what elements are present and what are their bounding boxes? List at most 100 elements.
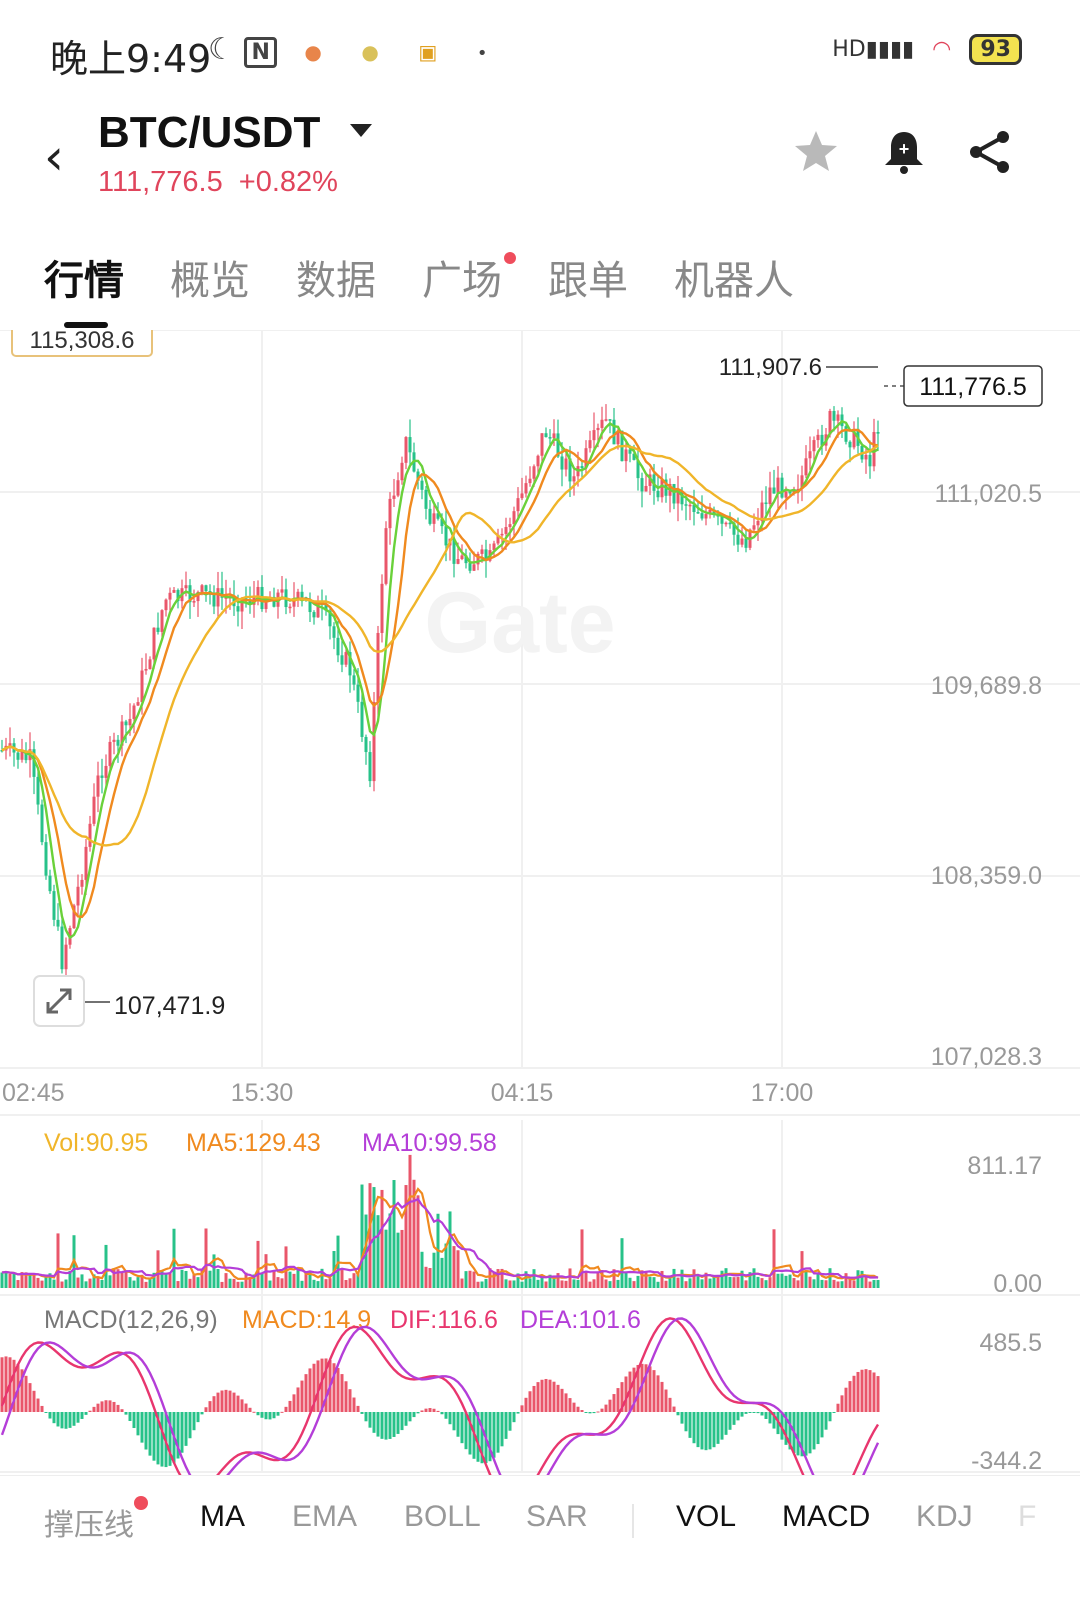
volume-bar [340, 1270, 344, 1288]
macd-bar [704, 1412, 708, 1451]
volume-bar [40, 1280, 44, 1288]
indicator-ma[interactable]: MA [200, 1500, 245, 1533]
volume-bar [700, 1279, 704, 1288]
macd-bar [804, 1412, 808, 1456]
tab-copy-trading[interactable]: 跟单 [548, 258, 628, 304]
macd-bar [844, 1387, 848, 1412]
indicator-more[interactable]: F [1018, 1500, 1037, 1533]
candle [84, 846, 88, 880]
expand-icon[interactable] [33, 975, 85, 1027]
candle [332, 626, 336, 638]
candle [192, 601, 196, 603]
tab-bots[interactable]: 机器人 [674, 258, 794, 304]
macd-bar [748, 1412, 752, 1413]
candle [792, 489, 796, 494]
volume-bar [644, 1272, 648, 1288]
macd-bar [56, 1412, 60, 1427]
volume-bar [92, 1274, 96, 1288]
share-icon[interactable] [966, 128, 1014, 176]
x-tick: 04:15 [491, 1079, 554, 1107]
volume-bar [592, 1279, 596, 1288]
macd-bar [532, 1385, 536, 1412]
indicator-bar: 撑压线 MA EMA BOLL SAR VOL MACD KDJ F [0, 1475, 1080, 1566]
y-tick: 107,028.3 [931, 1043, 1042, 1071]
candle [0, 750, 4, 752]
candle [612, 419, 616, 445]
candle [468, 563, 472, 571]
tab-market[interactable]: 行情 [44, 258, 124, 304]
volume-bar [724, 1268, 728, 1288]
volume-bar [288, 1271, 292, 1288]
macd-bar [504, 1412, 508, 1439]
candle [512, 511, 516, 525]
bell-icon[interactable]: + [880, 128, 928, 176]
indicator-macd[interactable]: MACD [782, 1500, 871, 1533]
macd-bar [256, 1412, 260, 1416]
macd-bar [100, 1401, 104, 1412]
candle [140, 670, 144, 703]
chart-area[interactable]: Gate 115,308.6 111,907.6 111,776.5 107,4… [0, 330, 1080, 1475]
tab-overview[interactable]: 概览 [170, 258, 250, 304]
candle [416, 471, 420, 481]
volume-bar [212, 1254, 216, 1288]
star-icon[interactable] [792, 128, 840, 176]
candle [48, 875, 52, 892]
y-tick: 109,689.8 [931, 672, 1042, 700]
macd-bar [432, 1408, 436, 1412]
candle [868, 454, 872, 467]
back-button[interactable]: ‹ [44, 128, 64, 186]
pair-title[interactable]: BTC/USDT [98, 108, 321, 157]
tab-data[interactable]: 数据 [296, 258, 376, 304]
volume-bar [708, 1278, 712, 1288]
volume-bar [148, 1278, 152, 1288]
indicator-vol[interactable]: VOL [676, 1500, 737, 1533]
volume-bar [660, 1270, 664, 1288]
volume-bar [160, 1270, 164, 1288]
macd-bar [84, 1412, 88, 1415]
volume-bar [712, 1277, 716, 1288]
candle [376, 632, 380, 703]
candle [640, 478, 644, 492]
indicator-sar[interactable]: SAR [526, 1500, 588, 1533]
volume-bar [632, 1281, 636, 1288]
volume-bar [692, 1269, 696, 1288]
candle [248, 600, 252, 605]
tab-square[interactable]: 广场 [422, 248, 516, 306]
indicator-boll[interactable]: BOLL [404, 1500, 481, 1533]
macd-bar [820, 1412, 824, 1438]
macd-bar [168, 1412, 172, 1466]
volume-bar [756, 1276, 760, 1288]
macd-bar [512, 1412, 516, 1423]
pair-dropdown-icon[interactable] [350, 124, 372, 137]
candle [764, 502, 768, 505]
volume-bar [300, 1280, 304, 1288]
macd-bar [596, 1411, 600, 1413]
candle [520, 493, 524, 499]
candle [732, 522, 736, 535]
volume-bar [388, 1213, 392, 1288]
indicator-kdj[interactable]: KDJ [916, 1500, 973, 1533]
candle [676, 490, 680, 504]
macd-bar [280, 1411, 284, 1413]
indicator-support-resistance[interactable]: 撑压线 [44, 1496, 148, 1544]
volume-bar [424, 1266, 428, 1288]
indicator-ema[interactable]: EMA [292, 1500, 358, 1533]
volume-bar [484, 1278, 488, 1288]
macd-bar [60, 1412, 64, 1429]
macd-bar [388, 1412, 392, 1439]
macd-bar [240, 1399, 244, 1412]
macd-bar [784, 1412, 788, 1445]
volume-bar [472, 1271, 476, 1288]
volume-bar [316, 1281, 320, 1288]
macd-bar [152, 1412, 156, 1461]
candle [380, 583, 384, 633]
macd-bar [124, 1412, 128, 1415]
candle [272, 596, 276, 607]
macd-bar [488, 1412, 492, 1462]
macd-bar [232, 1392, 236, 1412]
volume-bar [428, 1268, 432, 1288]
candle [364, 736, 368, 753]
candle [472, 564, 476, 571]
volume-bar [116, 1269, 120, 1288]
volume-bar [728, 1276, 732, 1288]
